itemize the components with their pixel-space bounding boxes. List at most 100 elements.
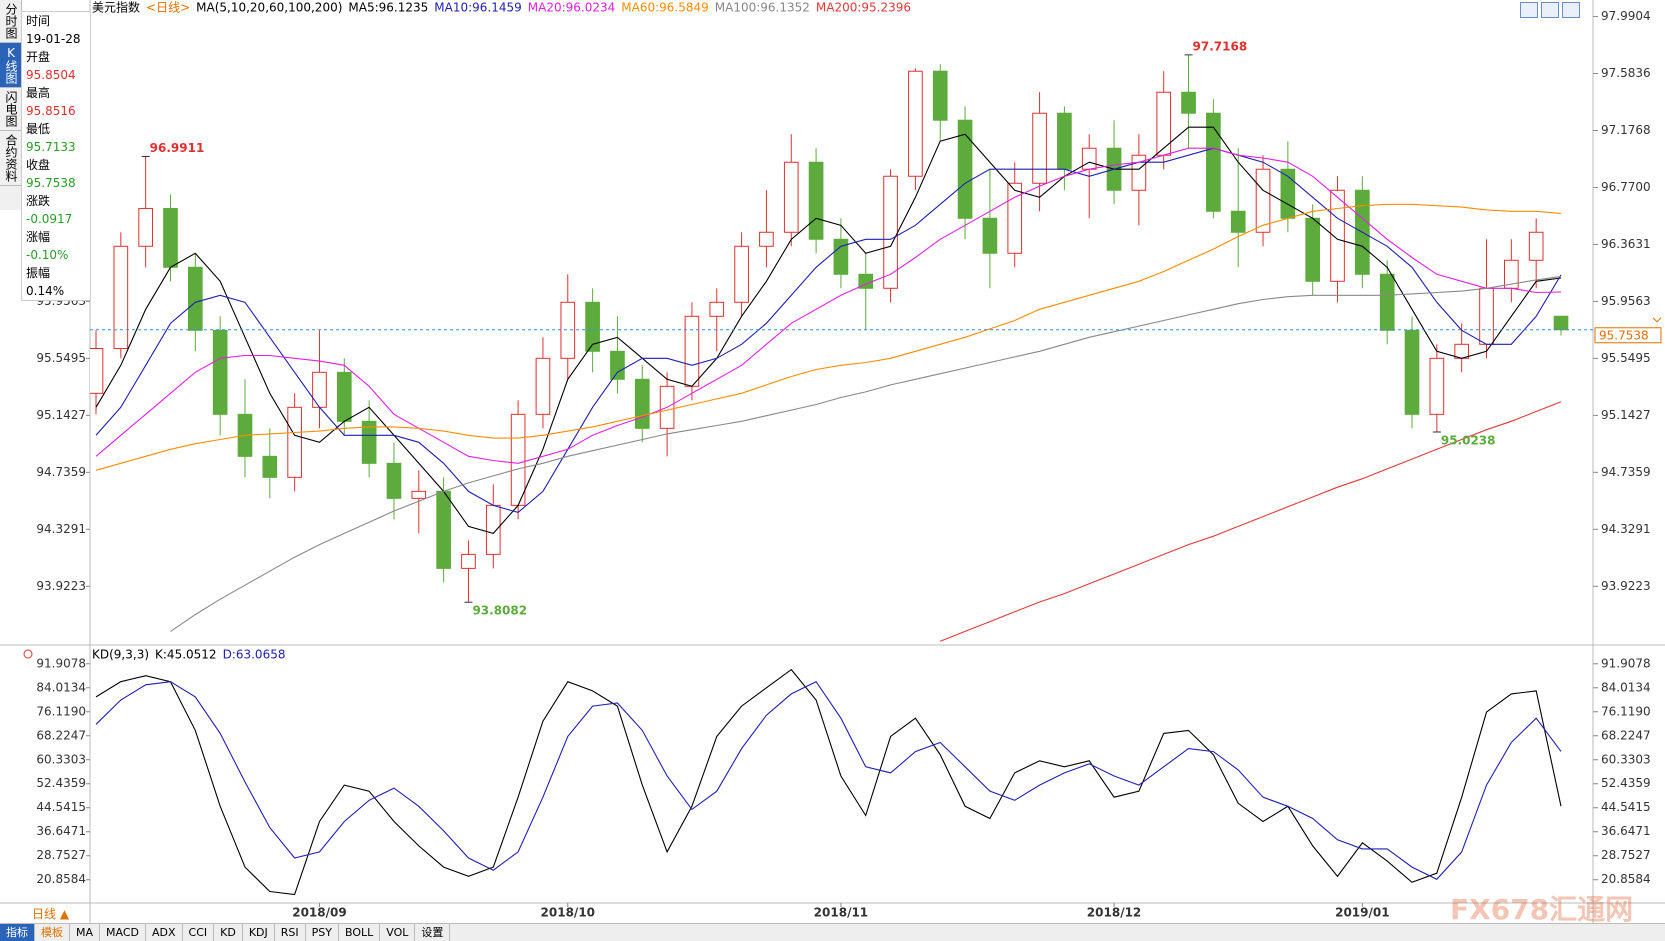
candle-body (1007, 182, 1023, 254)
candle-body (312, 371, 327, 408)
info-value: 0.14% (26, 284, 65, 298)
candle-body (1330, 189, 1345, 282)
candle-body (932, 70, 948, 121)
indicator-line (95, 680, 1562, 880)
indicator-tab[interactable]: 模板 (35, 924, 70, 941)
kd-panel (95, 668, 1562, 896)
info-label: 振幅 (26, 266, 51, 280)
candle-body (90, 348, 104, 394)
y-tick-label: 52.4359 (36, 776, 86, 790)
y-tick-label: 44.5415 (1601, 800, 1651, 814)
last-price-label: 95.7538 (1599, 328, 1649, 342)
sidebar-tab[interactable]: 分时图 (0, 0, 21, 43)
candle-body (1081, 147, 1097, 170)
chart-period: <日线> (146, 1, 190, 15)
indicator-tab[interactable]: VOL (380, 924, 416, 941)
y-tick-label: 36.6471 (36, 824, 86, 838)
candle-body (1479, 287, 1494, 345)
indicator-tab[interactable]: MACD (100, 924, 146, 941)
y-tick-label: 97.9904 (1601, 9, 1651, 23)
legend-entry: MA60:96.5849 (621, 1, 709, 15)
info-label: 时间 (26, 14, 51, 28)
indicator-line (95, 147, 1562, 514)
candle-body (1131, 154, 1147, 191)
y-tick-label: 96.7700 (1601, 180, 1651, 194)
info-label: 最低 (26, 122, 51, 136)
indicator-tab[interactable]: RSI (275, 924, 306, 941)
legend-entry: MA5:96.1235 (348, 1, 428, 15)
indicator-line (95, 126, 1562, 535)
last-price-arrow (1652, 317, 1662, 323)
candle-body (957, 119, 973, 219)
indicator-tab[interactable]: 指标 (0, 924, 35, 941)
candle-body (1230, 210, 1246, 233)
x-tick-label: 2018/09 (292, 906, 346, 920)
candle-body (634, 378, 650, 429)
candle-body (734, 245, 749, 303)
legends: 美元指数 <日线> MA(5,10,20,60,100,200) MA5:96.123… (92, 0, 911, 662)
indicator-tab[interactable]: KDJ (243, 924, 275, 941)
x-tick-label: 2018/12 (1087, 906, 1141, 920)
x-tick-label: 2018/10 (541, 906, 595, 920)
candle-body (361, 420, 377, 464)
sidebar-tab[interactable]: K线图 (0, 43, 21, 88)
y-tick-label: 93.9223 (36, 579, 86, 593)
indicator-tab[interactable]: BOLL (339, 924, 381, 941)
candle-body (461, 553, 476, 569)
info-value: -0.0917 (26, 212, 73, 226)
indicator-tabs: 指标 模板 MA MACD ADX CCI KD KDJ RSI PSY BOLL VOL 设置 (0, 923, 1665, 941)
tool-button[interactable] (1562, 2, 1580, 18)
legend-entry: MA10:96.1459 (434, 1, 522, 15)
legend-entry: D:63.0658 (223, 648, 286, 662)
y-tick-label: 20.8584 (36, 872, 86, 886)
candle-body (783, 161, 799, 233)
info-label: 开盘 (26, 50, 51, 64)
extreme-label: 97.7168 (1193, 39, 1248, 53)
x-tick-label: 2019/01 (1335, 906, 1389, 920)
candle-body (1156, 91, 1172, 156)
y-tick-label: 84.0134 (1601, 680, 1651, 694)
candle-body (1181, 91, 1196, 114)
y-tick-label: 60.3303 (1601, 752, 1651, 766)
candle-body (560, 301, 576, 359)
candle-body (1528, 231, 1544, 261)
candle-body (386, 462, 402, 499)
y-tick-label: 76.1190 (1601, 704, 1651, 718)
toolbar (1520, 2, 1580, 18)
candle-body (759, 231, 774, 247)
info-value: 95.8516 (26, 104, 76, 118)
extreme-label: 96.9911 (150, 141, 205, 155)
candle-body (908, 70, 923, 177)
candle-body (1404, 329, 1420, 415)
candle-body (833, 238, 849, 275)
candle-body (113, 245, 129, 350)
indicator-tab[interactable]: PSY (306, 924, 339, 941)
tool-button[interactable] (1520, 2, 1538, 18)
indicator-tab[interactable]: MA (70, 924, 101, 941)
y-tick-label: 91.9078 (36, 656, 86, 670)
info-value: 95.7133 (26, 140, 76, 154)
candle-body (163, 207, 178, 268)
period-button[interactable]: 日线 ▲ (32, 907, 70, 921)
indicator-tab[interactable]: CCI (183, 924, 215, 941)
y-tick-label: 93.9223 (1601, 579, 1651, 593)
indicator-tab[interactable]: ADX (146, 924, 183, 941)
candle-body (212, 329, 228, 415)
info-label: 收盘 (26, 158, 51, 172)
kd-title: KD(9,3,3) (92, 648, 149, 662)
tool-button[interactable] (1541, 2, 1559, 18)
legend-entry: K:45.0512 (155, 648, 217, 662)
candle-body (510, 413, 526, 506)
sidebar-tab[interactable]: 合约资料 (0, 131, 21, 186)
sidebar-tab[interactable]: 闪电图 (0, 88, 21, 131)
y-tick-label: 76.1190 (36, 704, 86, 718)
y-tick-label: 95.5495 (1601, 351, 1651, 365)
indicator-tab[interactable]: KD (214, 924, 243, 941)
info-value: 95.7538 (26, 176, 76, 190)
settings-icon[interactable] (23, 649, 33, 659)
y-tick-label: 94.3291 (1601, 522, 1651, 536)
indicator-tab[interactable]: 设置 (415, 924, 451, 941)
candle-body (1057, 112, 1072, 170)
